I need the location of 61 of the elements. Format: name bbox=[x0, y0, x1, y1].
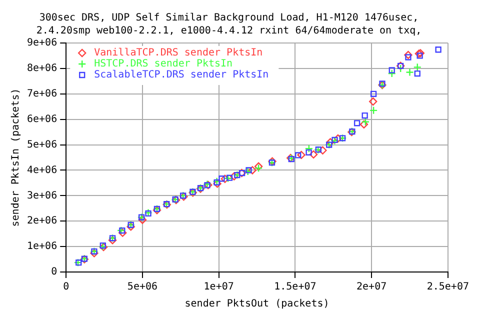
y-tick-label: 7e+06 bbox=[26, 88, 58, 100]
point bbox=[119, 227, 126, 234]
point bbox=[404, 50, 412, 60]
point bbox=[246, 167, 252, 174]
point bbox=[413, 63, 422, 72]
point bbox=[370, 90, 377, 97]
point bbox=[388, 69, 396, 78]
chart-subtitle: 2.4.20smp web100-2.2.1, e1000-4.4.12 rxint 64/64moderate on txq, bbox=[36, 26, 422, 37]
y-tick-label: 0 bbox=[51, 266, 58, 278]
legend-label: VanillaTCP.DRS sender PktsIn bbox=[94, 48, 263, 59]
point bbox=[118, 228, 127, 237]
x-tick-label: 0 bbox=[63, 282, 70, 293]
y-tick-label: 8e+06 bbox=[26, 63, 58, 74]
point bbox=[220, 174, 230, 183]
y-axis-title: sender PktsIn (packets) bbox=[10, 88, 22, 227]
point bbox=[379, 80, 386, 87]
point bbox=[354, 120, 360, 126]
point bbox=[396, 64, 405, 73]
point bbox=[368, 97, 378, 106]
chart-title: 300sec DRS, UDP Self Similar Background Load, H1-M120 1476usec, bbox=[39, 12, 419, 24]
x-tick-label: 2.5e+07 bbox=[426, 282, 470, 293]
point bbox=[435, 46, 442, 53]
point bbox=[361, 118, 370, 126]
point bbox=[226, 174, 233, 181]
y-tick-label: 9e+06 bbox=[26, 38, 58, 49]
point bbox=[318, 146, 327, 154]
x-tick-label: 2e+07 bbox=[356, 282, 387, 293]
point bbox=[405, 54, 412, 60]
legend-label: HSTCP.DRS sender PktsIn bbox=[94, 58, 233, 70]
point bbox=[388, 67, 395, 74]
point bbox=[116, 226, 126, 235]
x-axis-title: sender PktsOut (packets) bbox=[184, 298, 330, 310]
point bbox=[334, 134, 342, 143]
y-tick-label: 4e+06 bbox=[26, 164, 58, 176]
x-tick-label: 1.5e+07 bbox=[274, 282, 316, 293]
point bbox=[218, 176, 225, 182]
x-tick-label: 1e+07 bbox=[204, 282, 234, 293]
point bbox=[248, 166, 257, 174]
point bbox=[304, 144, 314, 153]
point bbox=[416, 52, 423, 59]
y-tick-label: 6e+06 bbox=[26, 114, 58, 125]
point bbox=[213, 180, 222, 188]
point bbox=[362, 112, 368, 119]
y-tick-label: 1e+06 bbox=[26, 241, 58, 252]
point bbox=[306, 149, 312, 156]
point bbox=[369, 106, 378, 115]
point bbox=[360, 120, 368, 129]
point bbox=[309, 150, 318, 159]
point bbox=[224, 174, 232, 182]
point bbox=[230, 172, 238, 180]
point bbox=[138, 216, 147, 224]
y-tick-label: 2e+06 bbox=[26, 216, 58, 227]
x-tick-label: 5e+06 bbox=[127, 282, 158, 293]
point bbox=[406, 68, 414, 76]
legend-label: ScalableTCP.DRS sender PktsIn bbox=[94, 70, 269, 81]
point bbox=[326, 138, 334, 146]
y-tick-label: 5e+06 bbox=[26, 139, 58, 150]
point bbox=[414, 70, 420, 77]
point bbox=[295, 152, 302, 158]
y-tick-label: 3e+06 bbox=[26, 190, 58, 202]
point bbox=[297, 150, 306, 160]
